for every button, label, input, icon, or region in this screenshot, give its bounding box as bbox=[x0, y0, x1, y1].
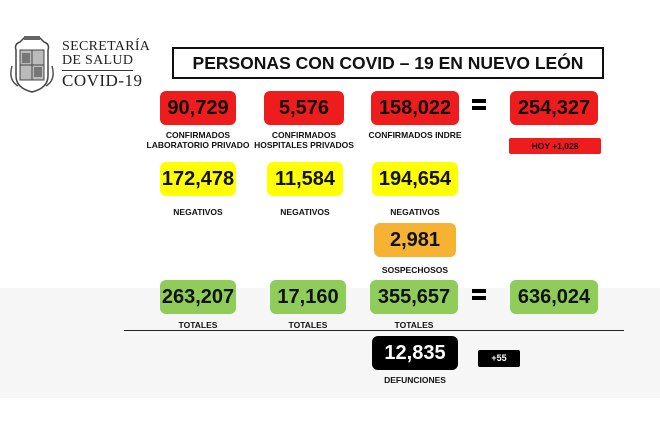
equals-sign-totales bbox=[472, 287, 486, 301]
negativos-indre-label: NEGATIVOS bbox=[390, 207, 440, 217]
confirmados-indre-value: 158,022 bbox=[371, 91, 459, 125]
negativos-lab-privado-label: NEGATIVOS bbox=[173, 207, 223, 217]
divider-line bbox=[124, 330, 624, 331]
totales-lab-privado-label: TOTALES bbox=[178, 320, 218, 330]
confirmados-hosp-privados-value: 5,576 bbox=[264, 91, 344, 125]
confirmados-lab-privado-label: CONFIRMADOS LABORATORIO PRIVADO bbox=[138, 130, 258, 150]
org-name-line1: SECRETARÍA bbox=[62, 39, 151, 54]
label-line2: HOSPITALES PRIVADOS bbox=[254, 140, 354, 150]
confirmados-hosp-privados-label: CONFIRMADOS HOSPITALES PRIVADOS bbox=[244, 130, 364, 150]
org-program: COVID-19 bbox=[62, 71, 143, 90]
confirmados-lab-privado-value: 90,729 bbox=[160, 91, 236, 125]
totales-indre-value: 355,657 bbox=[370, 280, 458, 314]
confirmados-indre-label: CONFIRMADOS INDRE bbox=[368, 130, 462, 140]
label-line2: LABORATORIO PRIVADO bbox=[146, 140, 250, 150]
confirmados-hoy-badge: HOY +1,028 bbox=[509, 138, 601, 154]
defunciones-value: 12,835 bbox=[372, 336, 458, 370]
org-name-line2: DE SALUD bbox=[62, 54, 134, 71]
totales-hosp-privados-label: TOTALES bbox=[288, 320, 328, 330]
negativos-hosp-privados-label: NEGATIVOS bbox=[280, 207, 330, 217]
totales-hosp-privados-value: 17,160 bbox=[270, 280, 346, 314]
sospechosos-value: 2,981 bbox=[374, 223, 456, 257]
nuevo-leon-seal-icon bbox=[10, 36, 54, 93]
label-line1: CONFIRMADOS bbox=[165, 130, 231, 140]
totales-indre-label: TOTALES bbox=[394, 320, 434, 330]
equals-sign-confirmed bbox=[472, 97, 486, 111]
defunciones-delta-badge: +55 bbox=[478, 350, 520, 367]
page-title: PERSONAS CON COVID – 19 EN NUEVO LEÓN bbox=[172, 47, 604, 79]
totales-lab-privado-value: 263,207 bbox=[160, 280, 236, 314]
defunciones-label: DEFUNCIONES bbox=[384, 375, 446, 385]
negativos-lab-privado-value: 172,478 bbox=[160, 162, 236, 196]
totales-grand-total-value: 636,024 bbox=[510, 280, 598, 314]
sospechosos-label: SOSPECHOSOS bbox=[381, 265, 449, 275]
negativos-indre-value: 194,654 bbox=[372, 162, 458, 196]
negativos-hosp-privados-value: 11,584 bbox=[267, 162, 343, 196]
confirmados-total-value: 254,327 bbox=[510, 91, 598, 125]
label-line1: CONFIRMADOS bbox=[271, 130, 337, 140]
